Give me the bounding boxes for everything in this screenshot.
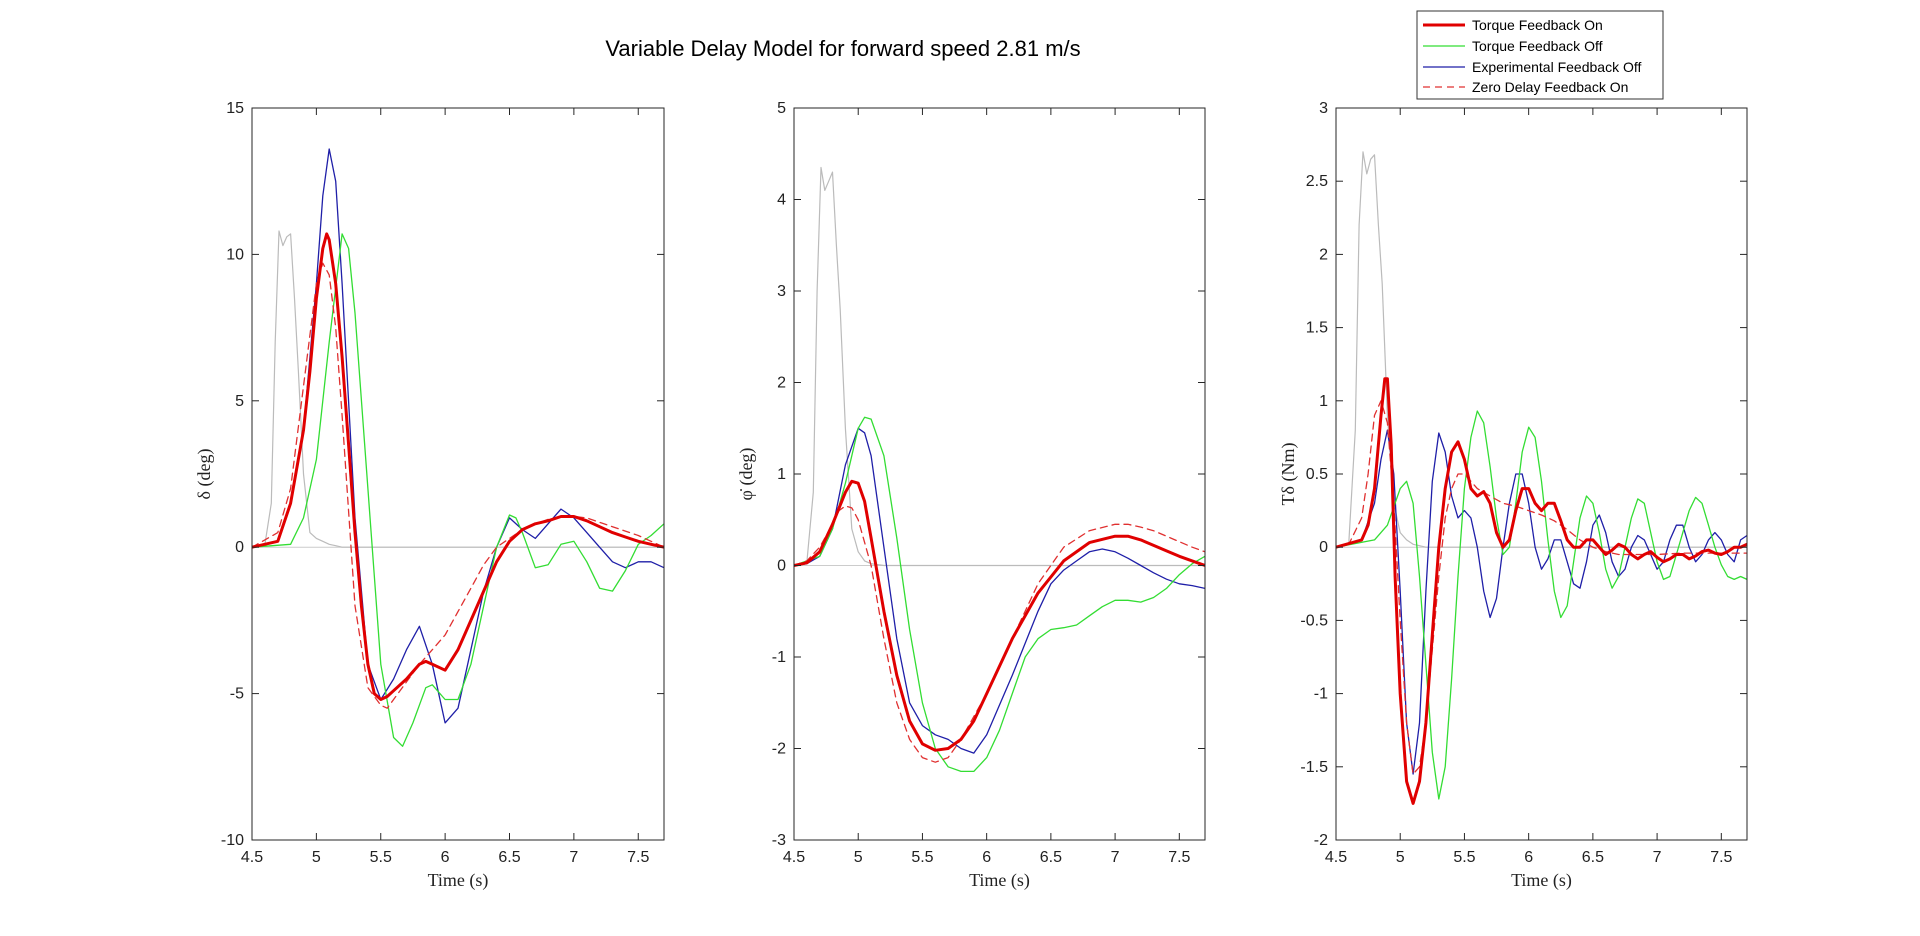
x-tick-label: 6.5 <box>1040 849 1062 866</box>
y-tick-label: -2 <box>772 741 786 758</box>
legend-entry-zero-delay-feedback-on: Zero Delay Feedback On <box>1423 79 1628 95</box>
legend-label-experimental-feedback-off: Experimental Feedback Off <box>1472 59 1641 75</box>
y-tick-label: 10 <box>226 246 244 263</box>
y-tick-label: 0 <box>235 539 244 556</box>
figure-title: Variable Delay Model for forward speed 2… <box>605 36 1080 61</box>
x-tick-label: 5 <box>1396 849 1405 866</box>
x-tick-label: 6.5 <box>498 849 520 866</box>
x-tick-label: 7.5 <box>1710 849 1732 866</box>
x-tick-label: 6 <box>982 849 991 866</box>
series-input-steer-angle <box>252 230 664 548</box>
y-tick-label: -2 <box>1314 832 1328 849</box>
x-tick-label: 5 <box>312 849 321 866</box>
legend-label-torque-feedback-off: Torque Feedback Off <box>1472 38 1603 54</box>
ylabel-steer-torque: Tδ (Nm) <box>1278 443 1299 506</box>
series-experimental-feedback-off-roll-rate <box>794 427 1205 754</box>
legend-label-torque-feedback-on: Torque Feedback On <box>1472 17 1603 33</box>
series-torque-feedback-on-steer-angle <box>252 232 664 701</box>
x-tick-label: 4.5 <box>783 849 805 866</box>
y-tick-label: 5 <box>777 100 786 117</box>
legend-entry-torque-feedback-off: Torque Feedback Off <box>1423 38 1603 54</box>
y-tick-label: 2 <box>1319 246 1328 263</box>
series-torque-feedback-off-steer-angle <box>252 233 664 747</box>
series-experimental-feedback-off-steer-angle <box>252 148 664 724</box>
y-tick-label: 1 <box>1319 393 1328 410</box>
legend-label-zero-delay-feedback-on: Zero Delay Feedback On <box>1472 79 1628 95</box>
x-tick-label: 5 <box>854 849 863 866</box>
legend-entry-torque-feedback-on: Torque Feedback On <box>1423 17 1603 33</box>
x-tick-label: 7.5 <box>1168 849 1190 866</box>
xlabel-steer-angle: Time (s) <box>428 870 489 891</box>
y-tick-label: 4 <box>777 192 786 209</box>
y-tick-label: -3 <box>772 832 786 849</box>
y-tick-label: 3 <box>1319 100 1328 117</box>
x-tick-label: 7 <box>569 849 578 866</box>
y-tick-label: 0 <box>777 558 786 575</box>
y-tick-label: 0 <box>1319 539 1328 556</box>
x-tick-label: 5.5 <box>911 849 933 866</box>
y-tick-label: -1 <box>772 649 786 666</box>
x-tick-label: 5.5 <box>370 849 392 866</box>
series-zero-delay-feedback-on-steer-torque <box>1336 400 1747 775</box>
x-tick-label: 6 <box>1524 849 1533 866</box>
plot-area-roll-rate: 4.5 5 5.5 6 6.5 7 7.5 -3 -2 -1 0 1 2 3 4 5 <box>772 100 1206 866</box>
panel-steer-torque: 4.5 5 5.5 6 6.5 7 7.5 -2 -1.5 -1 -0.5 0 0.5 1 1.5 2 2.5 3… <box>1278 100 1748 891</box>
x-tick-label: 5.5 <box>1453 849 1475 866</box>
series-zero-delay-feedback-on-roll-rate <box>794 505 1205 763</box>
x-tick-label: 6 <box>441 849 450 866</box>
panel-roll-rate: 4.5 5 5.5 6 6.5 7 7.5 -3 -2 -1 0 1 2 3 4 5 Time (s) φ̇ … <box>736 100 1206 891</box>
ylabel-roll-rate: φ̇ (deg) <box>736 448 757 501</box>
xlabel-roll-rate: Time (s) <box>969 870 1030 891</box>
series-input-steer-torque <box>1336 151 1747 548</box>
axes-box-steer-torque <box>1335 107 1748 841</box>
x-tick-label: 4.5 <box>241 849 263 866</box>
y-tick-label: 1.5 <box>1306 320 1328 337</box>
y-tick-label: 5 <box>235 393 244 410</box>
series-input-roll-rate <box>794 166 1205 567</box>
series-torque-feedback-off-steer-torque <box>1336 410 1747 800</box>
series-torque-feedback-on-steer-torque <box>1336 377 1747 805</box>
legend-entry-experimental-feedback-off: Experimental Feedback Off <box>1423 59 1641 75</box>
axes-box-steer-angle <box>251 107 665 841</box>
y-tick-label: -0.5 <box>1300 612 1328 629</box>
y-tick-label: -1.5 <box>1300 759 1328 776</box>
ylabel-steer-angle: δ (deg) <box>194 449 215 500</box>
y-tick-label: 0.5 <box>1306 466 1328 483</box>
y-tick-label: -1 <box>1314 686 1328 703</box>
y-tick-label: -10 <box>221 832 244 849</box>
plot-area-steer-torque: 4.5 5 5.5 6 6.5 7 7.5 -2 -1.5 -1 -0.5 0 0.5 1 1.5 2 2.5 3 <box>1300 100 1748 866</box>
y-tick-label: 3 <box>777 283 786 300</box>
series-experimental-feedback-off-steer-torque <box>1336 429 1747 775</box>
panel-steer-angle: 4.5 5 5.5 6 6.5 7 7.5 -10 -5 0 5 10 15 Time (s) δ (d… <box>194 100 665 891</box>
x-tick-label: 4.5 <box>1325 849 1347 866</box>
series-zero-delay-feedback-on-steer-angle <box>252 262 664 709</box>
y-tick-label: -5 <box>230 686 244 703</box>
x-tick-label: 7.5 <box>627 849 649 866</box>
series-torque-feedback-off-roll-rate <box>794 416 1205 773</box>
y-tick-label: 15 <box>226 100 244 117</box>
x-tick-label: 7 <box>1111 849 1120 866</box>
xlabel-steer-torque: Time (s) <box>1511 870 1572 891</box>
y-tick-label: 2.5 <box>1306 173 1328 190</box>
series-torque-feedback-on-roll-rate <box>794 479 1205 752</box>
legend: Torque Feedback On Torque Feedback Off E… <box>1416 10 1664 100</box>
x-tick-label: 7 <box>1653 849 1662 866</box>
x-tick-label: 6.5 <box>1582 849 1604 866</box>
plot-area-steer-angle: 4.5 5 5.5 6 6.5 7 7.5 -10 -5 0 5 10 15 <box>221 100 665 866</box>
y-tick-label: 2 <box>777 375 786 392</box>
y-tick-label: 1 <box>777 466 786 483</box>
